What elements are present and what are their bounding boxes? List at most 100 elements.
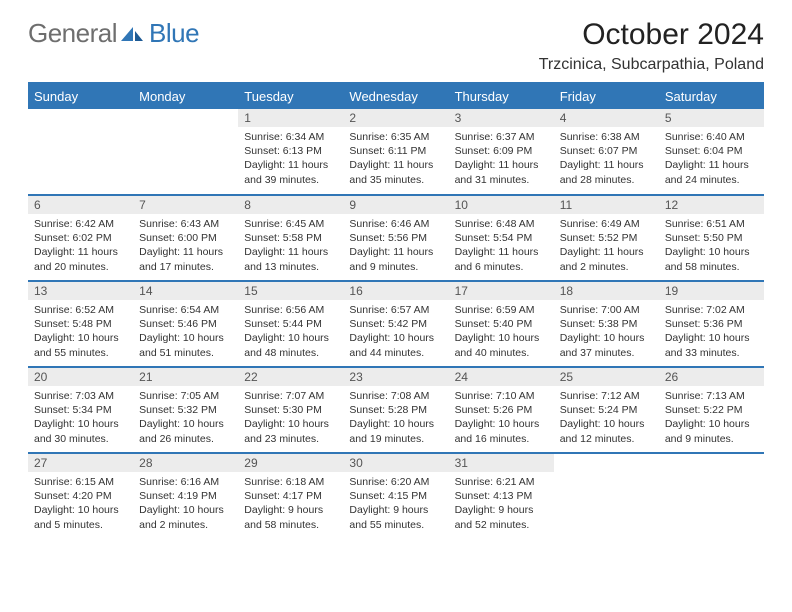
sunset-line: Sunset: 5:38 PM [560,317,653,331]
day-number: 1 [238,109,343,127]
calendar-cell: 11Sunrise: 6:49 AMSunset: 5:52 PMDayligh… [554,195,659,281]
daylight-line: Daylight: 11 hours and 28 minutes. [560,158,653,186]
day-number: 30 [343,454,448,472]
sunrise-line: Sunrise: 7:00 AM [560,303,653,317]
sunset-line: Sunset: 5:50 PM [665,231,758,245]
sunrise-line: Sunrise: 7:03 AM [34,389,127,403]
day-number: 24 [449,368,554,386]
daylight-line: Daylight: 11 hours and 35 minutes. [349,158,442,186]
sunset-line: Sunset: 5:44 PM [244,317,337,331]
day-content: Sunrise: 7:03 AMSunset: 5:34 PMDaylight:… [28,386,133,450]
sunset-line: Sunset: 5:22 PM [665,403,758,417]
day-content: Sunrise: 6:46 AMSunset: 5:56 PMDaylight:… [343,214,448,278]
day-number: 15 [238,282,343,300]
calendar-cell: 26Sunrise: 7:13 AMSunset: 5:22 PMDayligh… [659,367,764,453]
sunrise-line: Sunrise: 7:10 AM [455,389,548,403]
sunrise-line: Sunrise: 6:48 AM [455,217,548,231]
day-number: 12 [659,196,764,214]
day-number: 18 [554,282,659,300]
daylight-line: Daylight: 11 hours and 17 minutes. [139,245,232,273]
calendar-cell: .. [28,109,133,195]
day-header: Wednesday [343,84,448,109]
calendar-cell: 19Sunrise: 7:02 AMSunset: 5:36 PMDayligh… [659,281,764,367]
sunset-line: Sunset: 6:02 PM [34,231,127,245]
logo-sail-icon [119,25,147,43]
calendar-cell: 24Sunrise: 7:10 AMSunset: 5:26 PMDayligh… [449,367,554,453]
daylight-line: Daylight: 10 hours and 23 minutes. [244,417,337,445]
daylight-line: Daylight: 9 hours and 58 minutes. [244,503,337,531]
calendar-cell: 21Sunrise: 7:05 AMSunset: 5:32 PMDayligh… [133,367,238,453]
day-content: Sunrise: 7:10 AMSunset: 5:26 PMDaylight:… [449,386,554,450]
calendar-cell: 15 Sunrise: 6:56 AMSunset: 5:44 PMDayligh… [238,281,343,367]
day-header: Saturday [659,84,764,109]
day-number: 22 [238,368,343,386]
sunset-line: Sunset: 5:30 PM [244,403,337,417]
daylight-line: Daylight: 10 hours and 5 minutes. [34,503,127,531]
sunset-line: Sunset: 6:11 PM [349,144,442,158]
calendar-cell: 31Sunrise: 6:21 AMSunset: 4:13 PMDayligh… [449,453,554,539]
day-header: Tuesday [238,84,343,109]
day-content: Sunrise: 7:02 AMSunset: 5:36 PMDaylight:… [659,300,764,364]
calendar-table: SundayMondayTuesdayWednesdayThursdayFrid… [28,84,764,539]
daylight-line: Daylight: 11 hours and 13 minutes. [244,245,337,273]
day-content: Sunrise: 7:13 AMSunset: 5:22 PMDaylight:… [659,386,764,450]
day-content: Sunrise: 6:21 AMSunset: 4:13 PMDaylight:… [449,472,554,536]
calendar-cell: 13Sunrise: 6:52 AMSunset: 5:48 PMDayligh… [28,281,133,367]
day-content: Sunrise: 6:59 AMSunset: 5:40 PMDaylight:… [449,300,554,364]
daylight-line: Daylight: 10 hours and 30 minutes. [34,417,127,445]
day-header: Monday [133,84,238,109]
day-number: 13 [28,282,133,300]
daylight-line: Daylight: 9 hours and 55 minutes. [349,503,442,531]
sunrise-line: Sunrise: 6:15 AM [34,475,127,489]
sunset-line: Sunset: 4:19 PM [139,489,232,503]
day-number: 31 [449,454,554,472]
logo-text-general: General [28,18,117,49]
sunset-line: Sunset: 4:20 PM [34,489,127,503]
day-content: Sunrise: 6:18 AMSunset: 4:17 PMDaylight:… [238,472,343,536]
day-content: Sunrise: 6:51 AMSunset: 5:50 PMDaylight:… [659,214,764,278]
day-number: 19 [659,282,764,300]
calendar-week: ....1Sunrise: 6:34 AMSunset: 6:13 PMDayl… [28,109,764,195]
day-number: 27 [28,454,133,472]
day-content: Sunrise: 6:15 AMSunset: 4:20 PMDaylight:… [28,472,133,536]
sunrise-line: Sunrise: 6:56 AM [244,303,337,317]
day-number: 14 [133,282,238,300]
day-content: Sunrise: 6:40 AMSunset: 6:04 PMDaylight:… [659,127,764,191]
calendar-cell: 4Sunrise: 6:38 AMSunset: 6:07 PMDaylight… [554,109,659,195]
calendar-cell: 29Sunrise: 6:18 AMSunset: 4:17 PMDayligh… [238,453,343,539]
day-number: 26 [659,368,764,386]
calendar-week: 13Sunrise: 6:52 AMSunset: 5:48 PMDayligh… [28,281,764,367]
daylight-line: Daylight: 10 hours and 48 minutes. [244,331,337,359]
day-content: Sunrise: 6:49 AMSunset: 5:52 PMDaylight:… [554,214,659,278]
daylight-line: Daylight: 10 hours and 37 minutes. [560,331,653,359]
calendar-cell: 27Sunrise: 6:15 AMSunset: 4:20 PMDayligh… [28,453,133,539]
day-content: Sunrise: 6:38 AMSunset: 6:07 PMDaylight:… [554,127,659,191]
sunrise-line: Sunrise: 6:59 AM [455,303,548,317]
day-number: 29 [238,454,343,472]
day-header: Friday [554,84,659,109]
day-content: Sunrise: 6:52 AMSunset: 5:48 PMDaylight:… [28,300,133,364]
day-content: Sunrise: 6:42 AMSunset: 6:02 PMDaylight:… [28,214,133,278]
day-number: 17 [449,282,554,300]
day-number: 3 [449,109,554,127]
sunrise-line: Sunrise: 6:49 AM [560,217,653,231]
sunrise-line: Sunrise: 7:05 AM [139,389,232,403]
sunrise-line: Sunrise: 6:52 AM [34,303,127,317]
sunrise-line: Sunrise: 6:38 AM [560,130,653,144]
calendar-cell: 3Sunrise: 6:37 AMSunset: 6:09 PMDaylight… [449,109,554,195]
sunrise-line: Sunrise: 6:21 AM [455,475,548,489]
sunrise-line: Sunrise: 6:37 AM [455,130,548,144]
calendar-week: 27Sunrise: 6:15 AMSunset: 4:20 PMDayligh… [28,453,764,539]
daylight-line: Daylight: 10 hours and 55 minutes. [34,331,127,359]
day-content: Sunrise: 6:54 AMSunset: 5:46 PMDaylight:… [133,300,238,364]
header: General Blue October 2024 Trzcinica, Sub… [28,18,764,74]
sunrise-line: Sunrise: 6:18 AM [244,475,337,489]
sunrise-line: Sunrise: 6:35 AM [349,130,442,144]
day-header: Sunday [28,84,133,109]
sunrise-line: Sunrise: 6:43 AM [139,217,232,231]
sunrise-line: Sunrise: 6:20 AM [349,475,442,489]
day-content: Sunrise: 6:35 AMSunset: 6:11 PMDaylight:… [343,127,448,191]
sunrise-line: Sunrise: 6:51 AM [665,217,758,231]
sunset-line: Sunset: 5:46 PM [139,317,232,331]
day-content: Sunrise: 6:57 AMSunset: 5:42 PMDaylight:… [343,300,448,364]
